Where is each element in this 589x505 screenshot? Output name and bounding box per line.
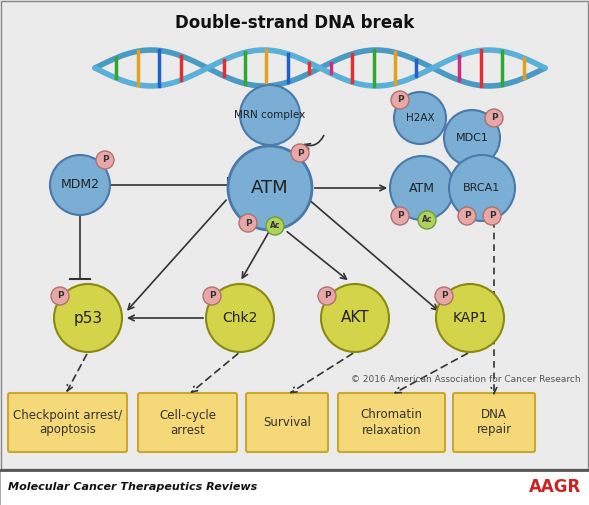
Circle shape [318, 287, 336, 305]
FancyBboxPatch shape [453, 393, 535, 452]
Text: Double-strand DNA break: Double-strand DNA break [175, 14, 414, 32]
Text: Cell-cycle
arrest: Cell-cycle arrest [159, 409, 216, 436]
Text: Ac: Ac [270, 222, 280, 230]
Circle shape [394, 92, 446, 144]
Text: BRCA1: BRCA1 [464, 183, 501, 193]
Circle shape [458, 207, 476, 225]
Circle shape [266, 217, 284, 235]
Text: p53: p53 [74, 311, 102, 326]
Circle shape [390, 156, 454, 220]
Text: ATM: ATM [409, 181, 435, 194]
Circle shape [239, 214, 257, 232]
Circle shape [449, 155, 515, 221]
Circle shape [391, 207, 409, 225]
Text: Molecular Cancer Therapeutics Reviews: Molecular Cancer Therapeutics Reviews [8, 482, 257, 492]
Text: DNA
repair: DNA repair [477, 409, 512, 436]
Circle shape [435, 287, 453, 305]
Circle shape [96, 151, 114, 169]
Text: P: P [441, 291, 447, 300]
Circle shape [240, 85, 300, 145]
Text: P: P [244, 219, 252, 227]
Text: P: P [324, 291, 330, 300]
FancyBboxPatch shape [138, 393, 237, 452]
Circle shape [483, 207, 501, 225]
Text: P: P [57, 291, 63, 300]
FancyBboxPatch shape [8, 393, 127, 452]
Text: AAGR: AAGR [529, 478, 581, 496]
Circle shape [206, 284, 274, 352]
FancyBboxPatch shape [246, 393, 328, 452]
Circle shape [228, 146, 312, 230]
Text: KAP1: KAP1 [452, 311, 488, 325]
Text: Survival: Survival [263, 416, 311, 429]
Text: MDM2: MDM2 [61, 178, 100, 191]
Text: ATM: ATM [251, 179, 289, 197]
Bar [0, 470, 589, 505]
Text: Chromatin
relaxation: Chromatin relaxation [360, 409, 422, 436]
Text: P: P [297, 148, 303, 158]
Circle shape [51, 287, 69, 305]
FancyBboxPatch shape [338, 393, 445, 452]
Text: P: P [489, 212, 495, 221]
Text: MDC1: MDC1 [455, 133, 488, 143]
Text: P: P [491, 114, 497, 123]
Circle shape [485, 109, 503, 127]
Text: Chk2: Chk2 [222, 311, 258, 325]
Text: P: P [102, 156, 108, 165]
Circle shape [321, 284, 389, 352]
Text: P: P [396, 212, 403, 221]
Text: Checkpoint arrest/
apoptosis: Checkpoint arrest/ apoptosis [13, 409, 122, 436]
Text: MRN complex: MRN complex [234, 110, 306, 120]
Text: P: P [209, 291, 216, 300]
Circle shape [436, 284, 504, 352]
Circle shape [203, 287, 221, 305]
Circle shape [50, 155, 110, 215]
Circle shape [391, 91, 409, 109]
Text: AKT: AKT [340, 311, 369, 326]
Circle shape [291, 144, 309, 162]
Text: Ac: Ac [422, 216, 432, 225]
Circle shape [418, 211, 436, 229]
Circle shape [444, 110, 500, 166]
Text: H2AX: H2AX [406, 113, 434, 123]
Text: P: P [464, 212, 470, 221]
Text: P: P [396, 95, 403, 105]
Circle shape [54, 284, 122, 352]
Text: © 2016 American Association for Cancer Research: © 2016 American Association for Cancer R… [352, 376, 581, 384]
